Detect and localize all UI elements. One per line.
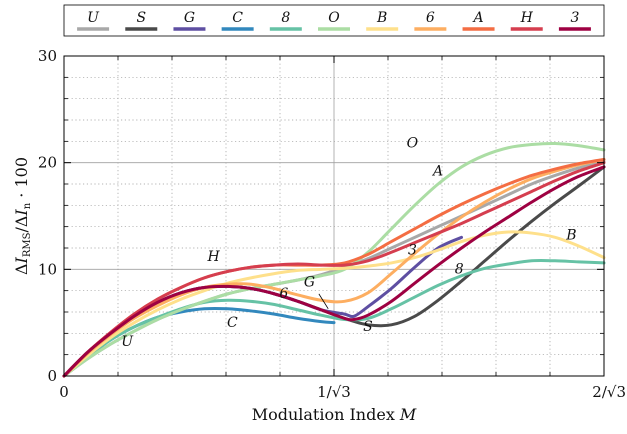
- curve-label-G: G: [304, 274, 315, 290]
- legend-label-G: G: [184, 10, 195, 26]
- y-tick-label: 0: [47, 367, 57, 385]
- legend-label-H: H: [520, 10, 534, 26]
- curve-label-O: O: [407, 136, 419, 152]
- curve-label-H: H: [207, 249, 221, 265]
- legend-label-6: 6: [426, 10, 435, 26]
- data-series: [62, 141, 606, 378]
- curve-labels: U C H 6G S 3 8 OA B: [121, 136, 576, 350]
- curve-label-6: 6: [279, 286, 288, 302]
- series-line-B: [62, 230, 606, 378]
- x-tick-label: 1/√3: [317, 383, 351, 401]
- legend-label-C: C: [232, 10, 243, 26]
- legend-box: [63, 4, 605, 37]
- curve-label-leader: [318, 293, 329, 310]
- legend: U S G C 8 O B 6 A H 3: [63, 4, 605, 37]
- curve-label-S: S: [363, 319, 373, 335]
- axis-ticks: [63, 55, 605, 377]
- legend-label-O: O: [328, 10, 340, 26]
- legend-label-3: 3: [570, 10, 579, 26]
- y-tick-label: 30: [38, 47, 57, 65]
- y-axis-title: ΔIRMS/ΔIn · 100: [12, 157, 33, 275]
- x-tick-label: 2/√3: [592, 383, 626, 401]
- series-line-H: [62, 161, 606, 378]
- y-tick-label: 10: [38, 260, 57, 278]
- curve-label-U: U: [121, 334, 134, 350]
- y-tick-label: 20: [38, 154, 57, 172]
- series-line-6: [62, 157, 606, 378]
- curve-label-C: C: [227, 315, 238, 331]
- series-line-8: [62, 259, 606, 378]
- legend-label-A: A: [471, 10, 483, 26]
- curve-label-8: 8: [455, 262, 464, 278]
- x-tick-label: 0: [59, 383, 69, 401]
- curve-label-A: A: [431, 163, 443, 179]
- legend-label-B: B: [376, 10, 387, 26]
- curve-label-3: 3: [408, 242, 417, 258]
- x-axis-title: Modulation Index M: [252, 405, 417, 424]
- series-line-O: [62, 141, 606, 378]
- legend-label-U: U: [87, 10, 100, 26]
- legend-label-S: S: [136, 10, 146, 26]
- curve-label-B: B: [565, 227, 576, 243]
- series-line-3: [62, 165, 606, 378]
- tick-labels: 0 10 20 30 0 1/√3 2/√3: [38, 47, 626, 401]
- legend-label-8: 8: [281, 10, 290, 26]
